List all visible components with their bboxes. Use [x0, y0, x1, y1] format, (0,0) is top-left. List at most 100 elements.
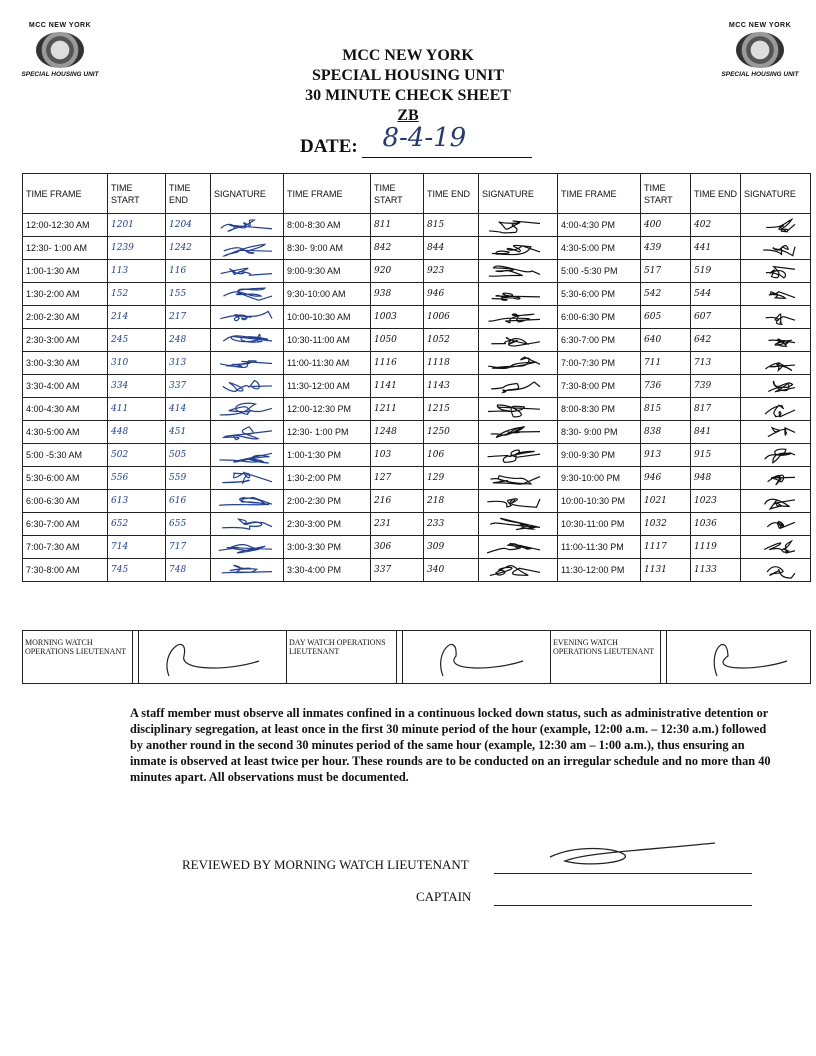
- signature: [740, 489, 811, 513]
- column-header: TIME FRAME: [22, 173, 108, 214]
- check-sheet-table: TIME FRAME TIME START TIME END SIGNATURE TIM…: [22, 173, 811, 582]
- signature: [478, 282, 558, 306]
- time-frame: 10:00-10:30 PM: [557, 489, 641, 513]
- time-start: 1211: [370, 397, 424, 421]
- time-start: 127: [370, 466, 424, 490]
- time-start: 1003: [370, 305, 424, 329]
- signature: [210, 282, 284, 306]
- time-frame: 2:00-2:30 AM: [22, 305, 108, 329]
- time-frame: 11:30-12:00 AM: [283, 374, 371, 398]
- signature: [478, 259, 558, 283]
- signature: [740, 351, 811, 375]
- watch-signature-table: MORNING WATCH OPERATIONS LIEUTENANT DAY W…: [22, 630, 811, 684]
- signature: [210, 213, 284, 237]
- time-end: 607: [690, 305, 741, 329]
- time-frame: 2:30-3:00 PM: [283, 512, 371, 536]
- time-frame: 1:00-1:30 AM: [22, 259, 108, 283]
- time-end: 129: [423, 466, 479, 490]
- time-frame: 3:30-4:00 AM: [22, 374, 108, 398]
- time-end: 106: [423, 443, 479, 467]
- instructions-text: A staff member must observe all inmates …: [130, 706, 771, 784]
- time-start: 745: [107, 558, 166, 582]
- title-line-2: SPECIAL HOUSING UNIT: [311, 67, 505, 84]
- time-start: 838: [640, 420, 691, 444]
- document-title: MCC NEW YORK SPECIAL HOUSING UNIT 30 MIN…: [0, 46, 816, 126]
- signature: [210, 328, 284, 352]
- time-frame: 11:00-11:30 AM: [283, 351, 371, 375]
- time-start: 245: [107, 328, 166, 352]
- date-value: 8-4-19: [382, 123, 467, 153]
- time-end: 1250: [423, 420, 479, 444]
- time-start: 1032: [640, 512, 691, 536]
- time-frame: 3:30-4:00 PM: [283, 558, 371, 582]
- time-frame: 9:30-10:00 AM: [283, 282, 371, 306]
- table-row: 12:30- 1:00 AM 1239 1242 8:30- 9:00 AM 842 84…: [22, 236, 811, 260]
- time-start: 1021: [640, 489, 691, 513]
- time-end: 1215: [423, 397, 479, 421]
- time-end: 739: [690, 374, 741, 398]
- time-start: 216: [370, 489, 424, 513]
- time-end: 642: [690, 328, 741, 352]
- time-end: 116: [165, 259, 211, 283]
- time-end: 402: [690, 213, 741, 237]
- signature: [210, 535, 284, 559]
- watch-signature: [138, 630, 287, 684]
- time-frame: 1:30-2:00 PM: [283, 466, 371, 490]
- time-start: 736: [640, 374, 691, 398]
- time-start: 411: [107, 397, 166, 421]
- time-frame: 5:00 -5:30 AM: [22, 443, 108, 467]
- watch-label: MORNING WATCH OPERATIONS LIEUTENANT: [22, 630, 133, 684]
- time-start: 946: [640, 466, 691, 490]
- column-header: TIME FRAME: [283, 173, 371, 214]
- time-end: 217: [165, 305, 211, 329]
- time-end: 1119: [690, 535, 741, 559]
- signature: [478, 374, 558, 398]
- table-row: 7:30-8:00 AM 745 748 3:30-4:00 PM 337 340 11:3…: [22, 558, 811, 582]
- time-end: 844: [423, 236, 479, 260]
- table-row: 1:00-1:30 AM 113 116 9:00-9:30 AM 920 923 5:00…: [22, 259, 811, 283]
- table-row: 6:00-6:30 AM 613 616 2:00-2:30 PM 216 218 10:0…: [22, 489, 811, 513]
- time-end: 616: [165, 489, 211, 513]
- signature: [478, 236, 558, 260]
- table-row: 3:30-4:00 AM 334 337 11:30-12:00 AM 1141 1143…: [22, 374, 811, 398]
- signature: [740, 443, 811, 467]
- table-row: 1:30-2:00 AM 152 155 9:30-10:00 AM 938 946 5:3…: [22, 282, 811, 306]
- time-frame: 12:00-12:30 AM: [22, 213, 108, 237]
- time-end: 544: [690, 282, 741, 306]
- time-frame: 9:30-10:00 PM: [557, 466, 641, 490]
- time-end: 441: [690, 236, 741, 260]
- table-row: 12:00-12:30 AM 1201 1204 8:00-8:30 AM 811 815…: [22, 213, 811, 237]
- time-end: 1036: [690, 512, 741, 536]
- column-header: TIME END: [165, 173, 211, 214]
- time-end: 1118: [423, 351, 479, 375]
- time-end: 1143: [423, 374, 479, 398]
- time-start: 605: [640, 305, 691, 329]
- signature: [740, 420, 811, 444]
- time-frame: 9:00-9:30 AM: [283, 259, 371, 283]
- signature: [478, 489, 558, 513]
- time-start: 811: [370, 213, 424, 237]
- time-start: 334: [107, 374, 166, 398]
- signature: [478, 443, 558, 467]
- time-end: 717: [165, 535, 211, 559]
- watch-signature: [666, 630, 811, 684]
- time-end: 414: [165, 397, 211, 421]
- time-frame: 7:30-8:00 PM: [557, 374, 641, 398]
- signature: [478, 351, 558, 375]
- time-start: 542: [640, 282, 691, 306]
- time-start: 613: [107, 489, 166, 513]
- time-frame: 6:30-7:00 AM: [22, 512, 108, 536]
- time-start: 310: [107, 351, 166, 375]
- time-frame: 6:30-7:00 PM: [557, 328, 641, 352]
- signature: [210, 489, 284, 513]
- signature: [210, 351, 284, 375]
- signature: [740, 466, 811, 490]
- time-frame: 1:00-1:30 PM: [283, 443, 371, 467]
- signature: [210, 374, 284, 398]
- time-frame: 8:30- 9:00 PM: [557, 420, 641, 444]
- signature: [478, 558, 558, 582]
- time-start: 640: [640, 328, 691, 352]
- column-header: SIGNATURE: [478, 173, 558, 214]
- time-start: 1116: [370, 351, 424, 375]
- time-frame: 11:00-11:30 PM: [557, 535, 641, 559]
